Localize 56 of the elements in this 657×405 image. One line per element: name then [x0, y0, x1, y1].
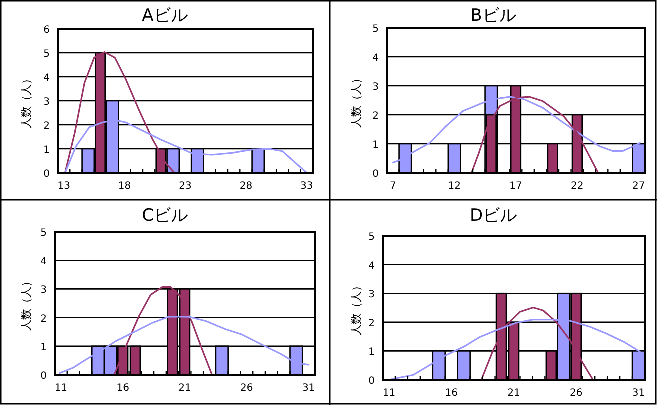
y-tick-label: 3	[40, 285, 47, 296]
y-tick-label: 1	[372, 140, 379, 151]
x-tick-label: 27	[632, 181, 646, 192]
y-tick-label: 4	[40, 256, 47, 268]
chart-title: Cビル	[142, 206, 188, 226]
y-tick-label: 1	[40, 342, 47, 354]
x-tick-label: 16	[116, 383, 130, 394]
x-tick-label: 16	[445, 388, 458, 399]
y-tick-label: 0	[40, 371, 47, 382]
y-tick-label: 6	[44, 25, 50, 36]
y-tick-label: 0	[372, 169, 379, 180]
x-tick-label: 22	[571, 181, 584, 192]
y-tick-label: 2	[40, 314, 47, 325]
line-series	[114, 286, 214, 376]
y-tick-label: 2	[368, 318, 375, 330]
y-tick-label: 2	[372, 111, 379, 122]
x-tick-label: 13	[58, 181, 70, 192]
x-tick-label: 11	[54, 383, 68, 394]
x-tick-label: 7	[390, 181, 396, 192]
y-tick-label: 4	[372, 53, 379, 64]
x-tick-label: 23	[179, 181, 192, 192]
x-tick-label: 18	[118, 181, 132, 192]
y-tick-label: 5	[40, 228, 47, 239]
x-tick-label: 11	[382, 388, 396, 399]
y-tick-label: 4	[44, 73, 50, 84]
y-axis-title: 人数（人）	[350, 280, 363, 336]
x-tick-label: 21	[178, 383, 192, 394]
x-tick-label: 12	[448, 181, 461, 192]
y-tick-label: 3	[368, 290, 375, 301]
x-tick-label: 31	[302, 383, 316, 394]
x-tick-label: 28	[240, 181, 253, 192]
y-tick-label: 5	[372, 24, 379, 35]
y-tick-label: 2	[44, 121, 50, 132]
x-tick-label: 21	[508, 388, 520, 399]
y-tick-label: 0	[368, 376, 375, 387]
x-tick-label: 17	[510, 181, 522, 192]
chart-title: Bビル	[470, 6, 516, 26]
x-tick-label: 31	[632, 388, 646, 399]
x-tick-label: 26	[240, 383, 254, 394]
line-series	[59, 316, 310, 374]
y-tick-label: 3	[44, 97, 50, 108]
y-tick-label: 1	[368, 347, 375, 358]
chart-title: Aビル	[142, 6, 188, 26]
y-tick-label: 5	[44, 49, 50, 60]
line-series	[64, 51, 176, 174]
y-axis-title: 人数（人）	[20, 276, 33, 331]
y-tick-label: 5	[368, 232, 375, 243]
x-tick-label: 33	[300, 181, 314, 192]
y-tick-label: 4	[368, 260, 375, 272]
y-axis-title: 人数（人）	[20, 74, 33, 128]
y-tick-label: 3	[372, 82, 379, 93]
y-tick-label: 1	[44, 145, 50, 156]
y-axis-title: 人数（人）	[350, 73, 363, 128]
y-tick-label: 0	[44, 169, 50, 180]
chart-title: Dビル	[470, 206, 518, 226]
x-tick-label: 26	[570, 388, 583, 399]
